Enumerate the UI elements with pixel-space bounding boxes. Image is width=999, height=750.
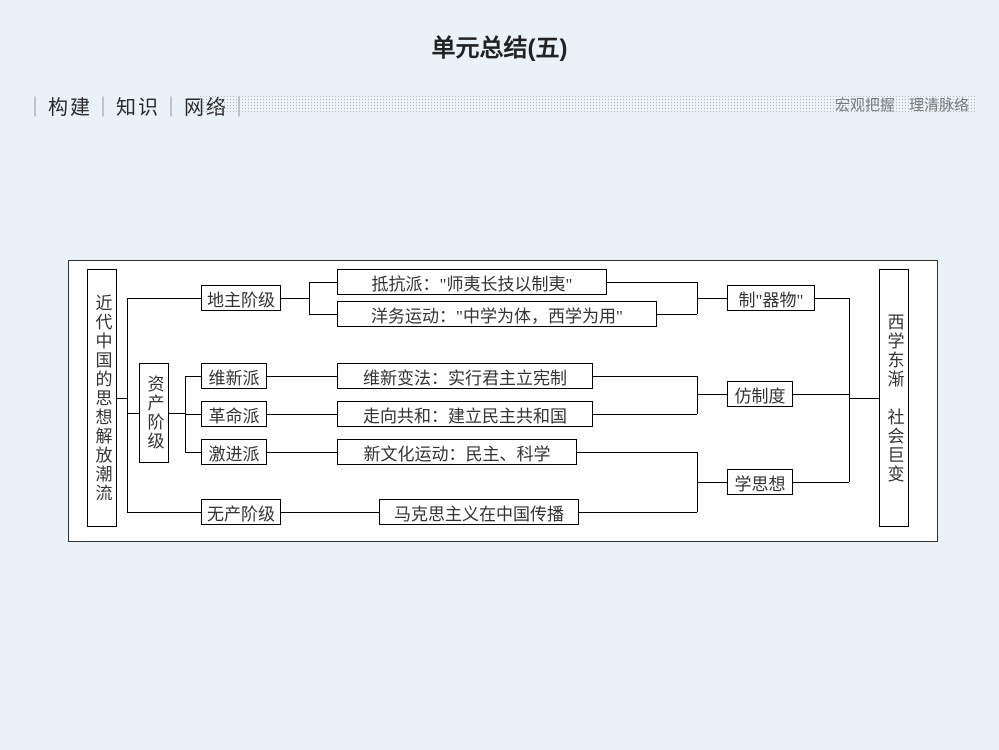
connector (267, 414, 337, 415)
connector (593, 376, 697, 377)
connector (127, 413, 139, 414)
connector (169, 413, 185, 414)
republic-node: 走向共和：建立民主共和国 (337, 401, 593, 427)
connector (309, 282, 337, 283)
connector (793, 394, 849, 395)
summary-node: 西学东渐 社会巨变 (879, 269, 909, 527)
connector (815, 298, 849, 299)
marxism-node: 马克思主义在中国传播 (379, 499, 579, 525)
resist-faction-node: 抵抗派："师夷长技以制夷" (337, 269, 607, 295)
connector (607, 282, 697, 283)
reformist-node: 维新派 (201, 363, 267, 389)
connector (849, 298, 850, 482)
stage-implements-node: 制"器物" (727, 285, 815, 311)
connector (281, 512, 379, 513)
radical-node: 激进派 (201, 439, 267, 465)
connector (185, 414, 201, 415)
new-culture-node: 新文化运动：民主、科学 (337, 439, 577, 465)
connector (309, 314, 337, 315)
bourgeois-class-node: 资产阶级 (139, 363, 169, 463)
page-title: 单元总结(五) (0, 0, 999, 81)
connector (793, 482, 849, 483)
connector (127, 512, 201, 513)
revolutionary-node: 革命派 (201, 401, 267, 427)
connector (697, 376, 698, 414)
connector (267, 376, 337, 377)
connector (127, 298, 201, 299)
connector (577, 452, 697, 453)
landlord-class-node: 地主阶级 (201, 285, 281, 311)
connector (117, 398, 127, 399)
connector (697, 298, 727, 299)
constitutional-reform-node: 维新变法：实行君主立宪制 (337, 363, 593, 389)
section-banner: ｜构建｜知识｜网络｜ 宏观把握理清脉络 (24, 91, 975, 117)
stage-institutions-node: 仿制度 (727, 381, 793, 407)
connector (185, 452, 201, 453)
connector (281, 298, 309, 299)
connector (309, 282, 310, 314)
banner-right: 宏观把握理清脉络 (821, 94, 969, 115)
connector (657, 314, 697, 315)
connector (185, 376, 201, 377)
proletariat-class-node: 无产阶级 (201, 499, 281, 525)
connector (593, 414, 697, 415)
self-strengthening-node: 洋务运动："中学为体，西学为用" (337, 301, 657, 327)
connector (127, 298, 128, 512)
connector (267, 452, 337, 453)
connector (849, 398, 879, 399)
connector (579, 512, 697, 513)
root-node: 近代中国的思想解放潮流 (87, 269, 117, 527)
stage-thought-node: 学思想 (727, 469, 793, 495)
connector (697, 394, 727, 395)
connector (697, 482, 727, 483)
knowledge-tree-diagram: 近代中国的思想解放潮流 地主阶级资产阶级无产阶级 维新派革命派激进派 抵抗派："师夷长… (68, 260, 938, 542)
